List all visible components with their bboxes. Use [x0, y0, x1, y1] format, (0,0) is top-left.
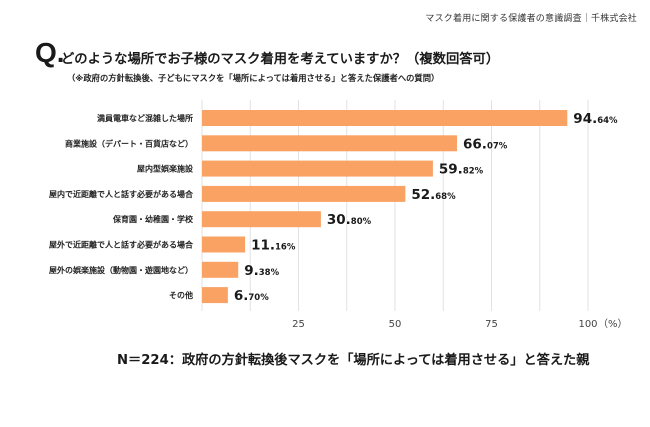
value-label: 30.80% [327, 212, 372, 228]
bar [202, 261, 239, 278]
question-title: どのような場所でお子様のマスク着用を考えていますか？（複数回答可） [61, 52, 500, 67]
category-label: 満員電車など混雑した場所 [97, 113, 193, 123]
value-label: 9.38% [244, 263, 279, 279]
category-label: 保育園・幼稚園・学校 [112, 214, 194, 224]
x-tick-label: 25 [292, 319, 305, 330]
category-label: 屋外の娯楽施設（動物園・遊園地など） [49, 265, 193, 275]
value-label: 59.82% [439, 162, 484, 178]
bar [202, 211, 321, 228]
bar [202, 160, 433, 177]
category-label: 屋外で近距離で人と話す必要がある場合 [49, 240, 194, 250]
bar [202, 135, 458, 152]
bar [202, 236, 246, 253]
bar [202, 110, 568, 126]
value-label: 11.16% [251, 238, 296, 254]
x-axis-unit: （%） [598, 318, 628, 330]
question-marker: Q. [35, 37, 65, 68]
value-labels: 94.64% 66.07% 59.82% 52.68% 30.80% 11.16% 9.38… [234, 111, 618, 304]
survey-header: マスク着用に関する保護者の意識調査｜千株式会社 [425, 14, 637, 24]
x-tick-label: 100 [578, 319, 597, 330]
value-label: 66.07% [463, 136, 508, 152]
bar [202, 185, 406, 202]
bar [202, 287, 228, 304]
x-tick-label: 75 [485, 319, 498, 330]
category-label: 屋内で近距離で人と話す必要がある場合 [49, 189, 194, 199]
x-tick-label: 50 [389, 319, 402, 330]
gridlines [201, 100, 589, 311]
sample-size-note: N＝224：政府の方針転換後マスクを「場所によっては着用させる」と答えた親 [117, 353, 590, 368]
category-label: 商業施設（デパート・百貨店など） [65, 138, 193, 148]
category-label: 屋内型娯楽施設 [137, 164, 194, 174]
value-label: 52.68% [411, 187, 456, 203]
category-label: その他 [169, 290, 193, 300]
bars [202, 110, 568, 304]
x-axis-ticks: 25 50 75 100 （%） [292, 318, 627, 330]
question-subtitle: （※政府の方針転換後、子どもにマスクを「場所によっては着用させる」と答えた保護者… [67, 73, 440, 83]
value-label: 6.70% [234, 288, 269, 304]
value-label: 94.64% [573, 111, 618, 127]
